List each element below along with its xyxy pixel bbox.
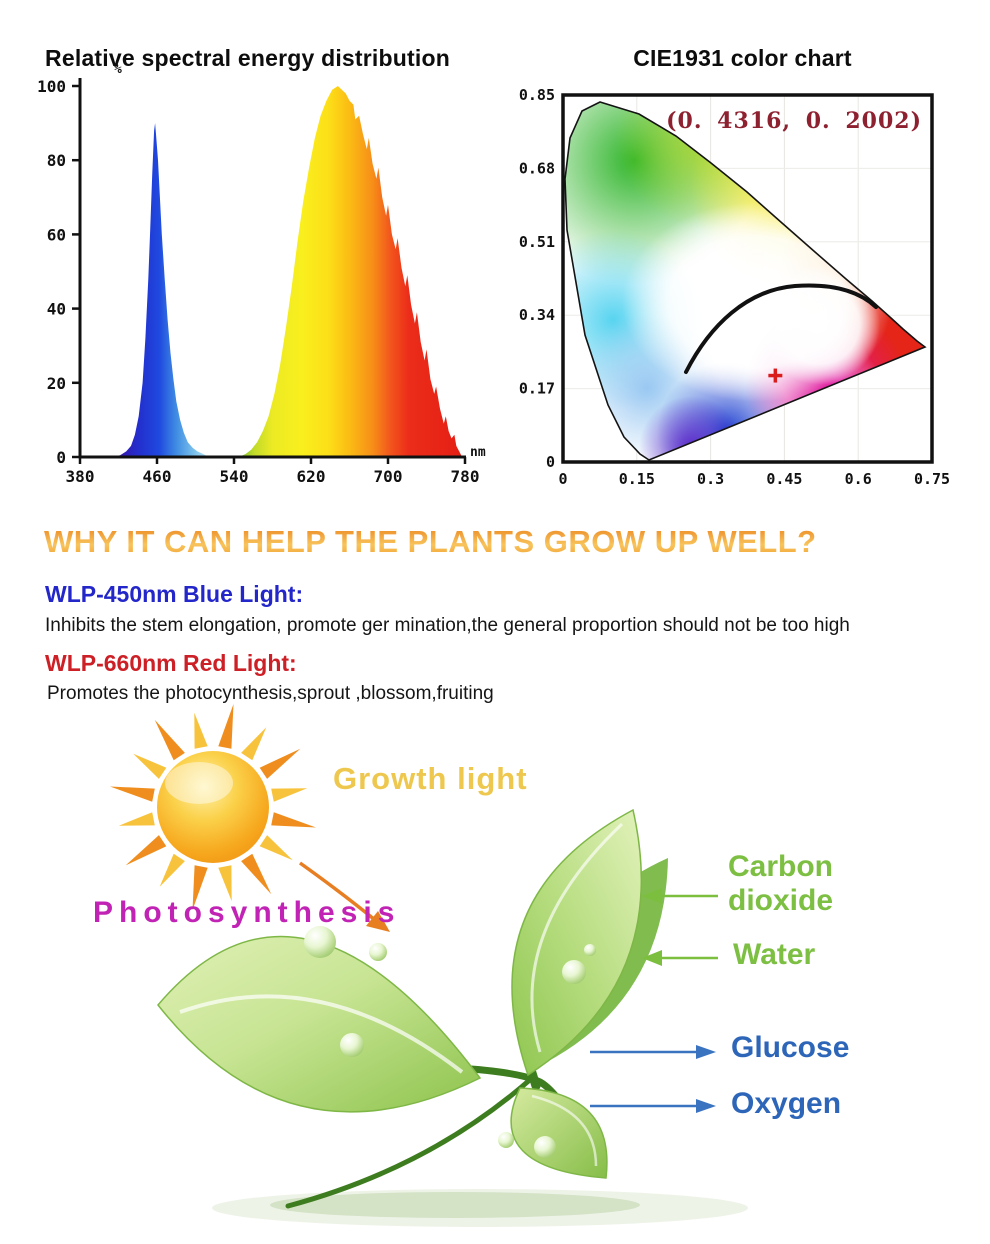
red-light-description: Promotes the photocynthesis,sprout ,blos… bbox=[47, 683, 494, 704]
svg-text:460: 460 bbox=[143, 467, 172, 486]
svg-text:0.3: 0.3 bbox=[697, 470, 724, 488]
svg-text:80: 80 bbox=[47, 151, 66, 170]
photosynthesis-label: Photosynthesis bbox=[93, 896, 401, 929]
spectral-axes: 0 20 40 60 80 100 380 460 540 620 700 780% nm bbox=[37, 62, 486, 486]
sun-rays bbox=[110, 704, 316, 910]
svg-text:0: 0 bbox=[56, 448, 66, 467]
photosynthesis-illustration bbox=[110, 704, 748, 1227]
svg-text:0: 0 bbox=[558, 470, 567, 488]
leaf-bottom-vein bbox=[531, 1094, 598, 1167]
svg-text:nm: nm bbox=[470, 445, 486, 460]
cie-axis-labels: 0 0.15 0.3 0.45 0.6 0.75 0 0.17 0.34 0.51 0.68 0.85 bbox=[519, 86, 950, 488]
cie-plot-border bbox=[561, 93, 934, 464]
svg-text:540: 540 bbox=[220, 467, 249, 486]
leaf-left bbox=[157, 935, 482, 1113]
cie-gamut-colors bbox=[565, 102, 925, 460]
blue-light-title: WLP-450nm Blue Light: bbox=[45, 581, 304, 607]
leaf-bottom bbox=[510, 1087, 608, 1179]
svg-text:780: 780 bbox=[451, 467, 480, 486]
red-light-title: WLP-660nm Red Light: bbox=[45, 650, 297, 676]
svg-text:40: 40 bbox=[47, 300, 66, 319]
cie-locus-curve bbox=[684, 283, 878, 374]
svg-text:0.6: 0.6 bbox=[845, 470, 872, 488]
leaf-left-vein bbox=[179, 994, 464, 1074]
svg-text:0.15: 0.15 bbox=[619, 470, 655, 488]
svg-text:0: 0 bbox=[546, 453, 555, 471]
plant-leaves bbox=[157, 808, 668, 1209]
cie-point-marker bbox=[768, 368, 783, 383]
svg-text:0.17: 0.17 bbox=[519, 380, 555, 398]
svg-text:700: 700 bbox=[374, 467, 403, 486]
svg-text:0.85: 0.85 bbox=[519, 86, 555, 104]
leaf-upper-vein bbox=[530, 822, 624, 1053]
carbon-dioxide-label: Carbon dioxide bbox=[728, 850, 834, 917]
growth-light-label: Growth light bbox=[333, 761, 528, 796]
svg-text:0.34: 0.34 bbox=[519, 306, 555, 324]
svg-text:%: % bbox=[114, 62, 122, 77]
svg-text:0.51: 0.51 bbox=[519, 233, 555, 251]
stem-long bbox=[285, 1075, 535, 1209]
svg-text:0.75: 0.75 bbox=[914, 470, 950, 488]
oxygen-label: Oxygen bbox=[731, 1087, 842, 1120]
carbon-dioxide-arrow bbox=[642, 888, 718, 904]
glucose-arrow bbox=[590, 1045, 716, 1059]
cie-chart-title: CIE1931 color chart bbox=[633, 45, 852, 72]
svg-text:60: 60 bbox=[47, 225, 66, 244]
cie-chart: (0. 4316, 0. 2002) 0 0.15 0.3 0.45 0.6 0.7500… bbox=[519, 86, 950, 488]
sunlight-arrow bbox=[298, 861, 390, 932]
svg-text:20: 20 bbox=[47, 374, 66, 393]
svg-text:100: 100 bbox=[37, 77, 66, 96]
svg-text:0.68: 0.68 bbox=[519, 159, 555, 177]
spectral-series-blue bbox=[113, 123, 209, 457]
water-label: Water bbox=[733, 938, 816, 971]
svg-text:380: 380 bbox=[66, 467, 95, 486]
cie-spectral-locus-outline bbox=[564, 101, 927, 461]
water-arrow bbox=[642, 950, 718, 966]
blue-light-description: Inhibits the stem elongation, promote ge… bbox=[45, 615, 850, 636]
oxygen-arrow bbox=[590, 1099, 716, 1113]
spectral-chart-title: Relative spectral energy distribution bbox=[45, 45, 450, 72]
glucose-label: Glucose bbox=[731, 1031, 850, 1064]
sun-icon bbox=[110, 704, 316, 910]
svg-text:620: 620 bbox=[297, 467, 326, 486]
svg-text:0.45: 0.45 bbox=[766, 470, 802, 488]
ground-shadow-inner bbox=[270, 1192, 640, 1218]
leaf-upper bbox=[511, 808, 643, 1077]
cie-annotation: (0. 4316, 0. 2002) bbox=[666, 108, 922, 134]
main-heading: WHY IT CAN HELP THE PLANTS GROW UP WELL? bbox=[44, 524, 944, 560]
spectral-chart: 0 20 40 60 80 100 380 460 540 620 700 780% nm bbox=[37, 62, 486, 486]
water-droplets bbox=[304, 926, 596, 1158]
spectral-series-red bbox=[238, 86, 463, 457]
